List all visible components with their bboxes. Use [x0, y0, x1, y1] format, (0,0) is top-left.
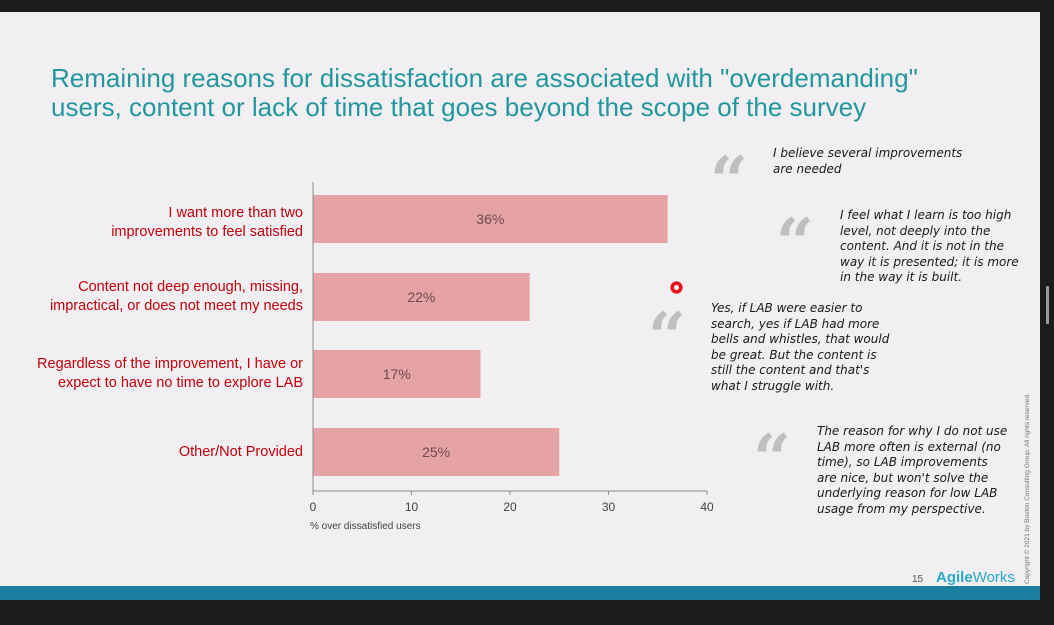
- quote-line: The reason for why I do not use: [817, 424, 1008, 438]
- quote-line: be great. But the content is: [711, 347, 877, 362]
- category-label: Regardless of the improvement, I have or…: [3, 355, 303, 393]
- bar-data-label: 22%: [407, 289, 435, 305]
- bar: [313, 350, 481, 398]
- category-label-line: improvements to feel satisfied: [111, 224, 303, 240]
- quote-text: I believe several improvements are neede…: [773, 146, 962, 177]
- quote-line: I feel what I learn is too high: [840, 208, 1012, 222]
- bar-chart: 36% 22% 17% 25% 0 10 20 30 40 % over dissatisfied…: [310, 182, 714, 532]
- quote-line: LAB more often is external (no: [817, 439, 1001, 454]
- quote-text: I feel what I learn is too high level, n…: [840, 208, 1019, 286]
- bar-data-label: 25%: [422, 444, 450, 460]
- category-label-line: Content not deep enough, missing,: [78, 279, 303, 295]
- agileworks-logo: AgileWorks: [936, 569, 1015, 586]
- x-tick-label: 30: [602, 500, 616, 514]
- page-number: 15: [912, 574, 924, 585]
- logo-bold-text: Agile: [936, 569, 973, 586]
- category-label-line: impractical, or does not meet my needs: [49, 298, 303, 314]
- category-label-line: Regardless of the improvement, I have or: [37, 356, 303, 372]
- quote-line: still the content and that's: [711, 363, 870, 378]
- slide-title-line: users, content or lack of time that goes…: [51, 92, 867, 122]
- category-label: I want more than two improvements to fee…: [3, 204, 303, 242]
- bar: [313, 195, 668, 243]
- bar: [313, 273, 530, 321]
- category-label: Other/Not Provided: [3, 443, 303, 462]
- quote-line: underlying reason for low LAB: [817, 486, 998, 501]
- quote-line: are nice, but won't solve the: [817, 470, 989, 485]
- x-tick-label: 0: [310, 500, 317, 514]
- category-label-line: expect to have no time to explore LAB: [57, 375, 303, 391]
- category-label-line: I want more than two: [168, 205, 303, 221]
- laser-pointer-icon: [670, 281, 683, 294]
- x-tick-label: 40: [700, 500, 714, 514]
- quote-line: Yes, if LAB were easier to: [711, 301, 863, 315]
- quote-line: what I struggle with.: [711, 378, 835, 393]
- bar: [313, 428, 560, 476]
- quote-line: I believe several improvements: [773, 146, 963, 160]
- quote-line: in the way it is built.: [840, 270, 963, 285]
- quote-line: way it is presented; it is more: [840, 254, 1019, 269]
- scrollbar-handle[interactable]: [1046, 286, 1049, 324]
- bottom-accent-bar: [0, 586, 1040, 600]
- quote-line: time), so LAB improvements: [817, 455, 988, 470]
- x-tick-label: 20: [503, 500, 517, 514]
- quote-line: bells and whistles, that would: [711, 332, 890, 347]
- quote-text: Yes, if LAB were easier to search, yes i…: [711, 301, 889, 395]
- category-label: Content not deep enough, missing, imprac…: [3, 278, 303, 316]
- quote-mark-icon: “: [648, 298, 686, 376]
- quote-mark-icon: “: [710, 142, 748, 220]
- quote-line: usage from my perspective.: [817, 501, 986, 516]
- quote-mark-icon: “: [753, 420, 791, 498]
- copyright-notice: Copyright © 2021 by Boston Consulting Gr…: [1024, 393, 1031, 584]
- slide-title: Remaining reasons for dissatisfaction ar…: [51, 64, 1011, 122]
- quote-mark-icon: “: [776, 204, 814, 282]
- x-tick-label: 10: [405, 500, 419, 514]
- x-axis-label: % over dissatisfied users: [310, 521, 421, 532]
- quote-line: content. And it is not in the: [840, 239, 1004, 254]
- quote-line: are needed: [773, 161, 842, 176]
- logo-regular-text: Works: [972, 569, 1015, 586]
- quote-text: The reason for why I do not use LAB more…: [817, 424, 1007, 518]
- presentation-slide: Remaining reasons for dissatisfaction ar…: [0, 12, 1040, 600]
- quote-line: level, not deeply into the: [840, 223, 991, 238]
- category-label-line: Other/Not Provided: [178, 444, 303, 460]
- bar-data-label: 36%: [476, 211, 504, 227]
- slide-title-line: Remaining reasons for dissatisfaction ar…: [51, 63, 918, 93]
- quote-line: search, yes if LAB had more: [711, 316, 880, 331]
- bar-data-label: 17%: [383, 366, 411, 382]
